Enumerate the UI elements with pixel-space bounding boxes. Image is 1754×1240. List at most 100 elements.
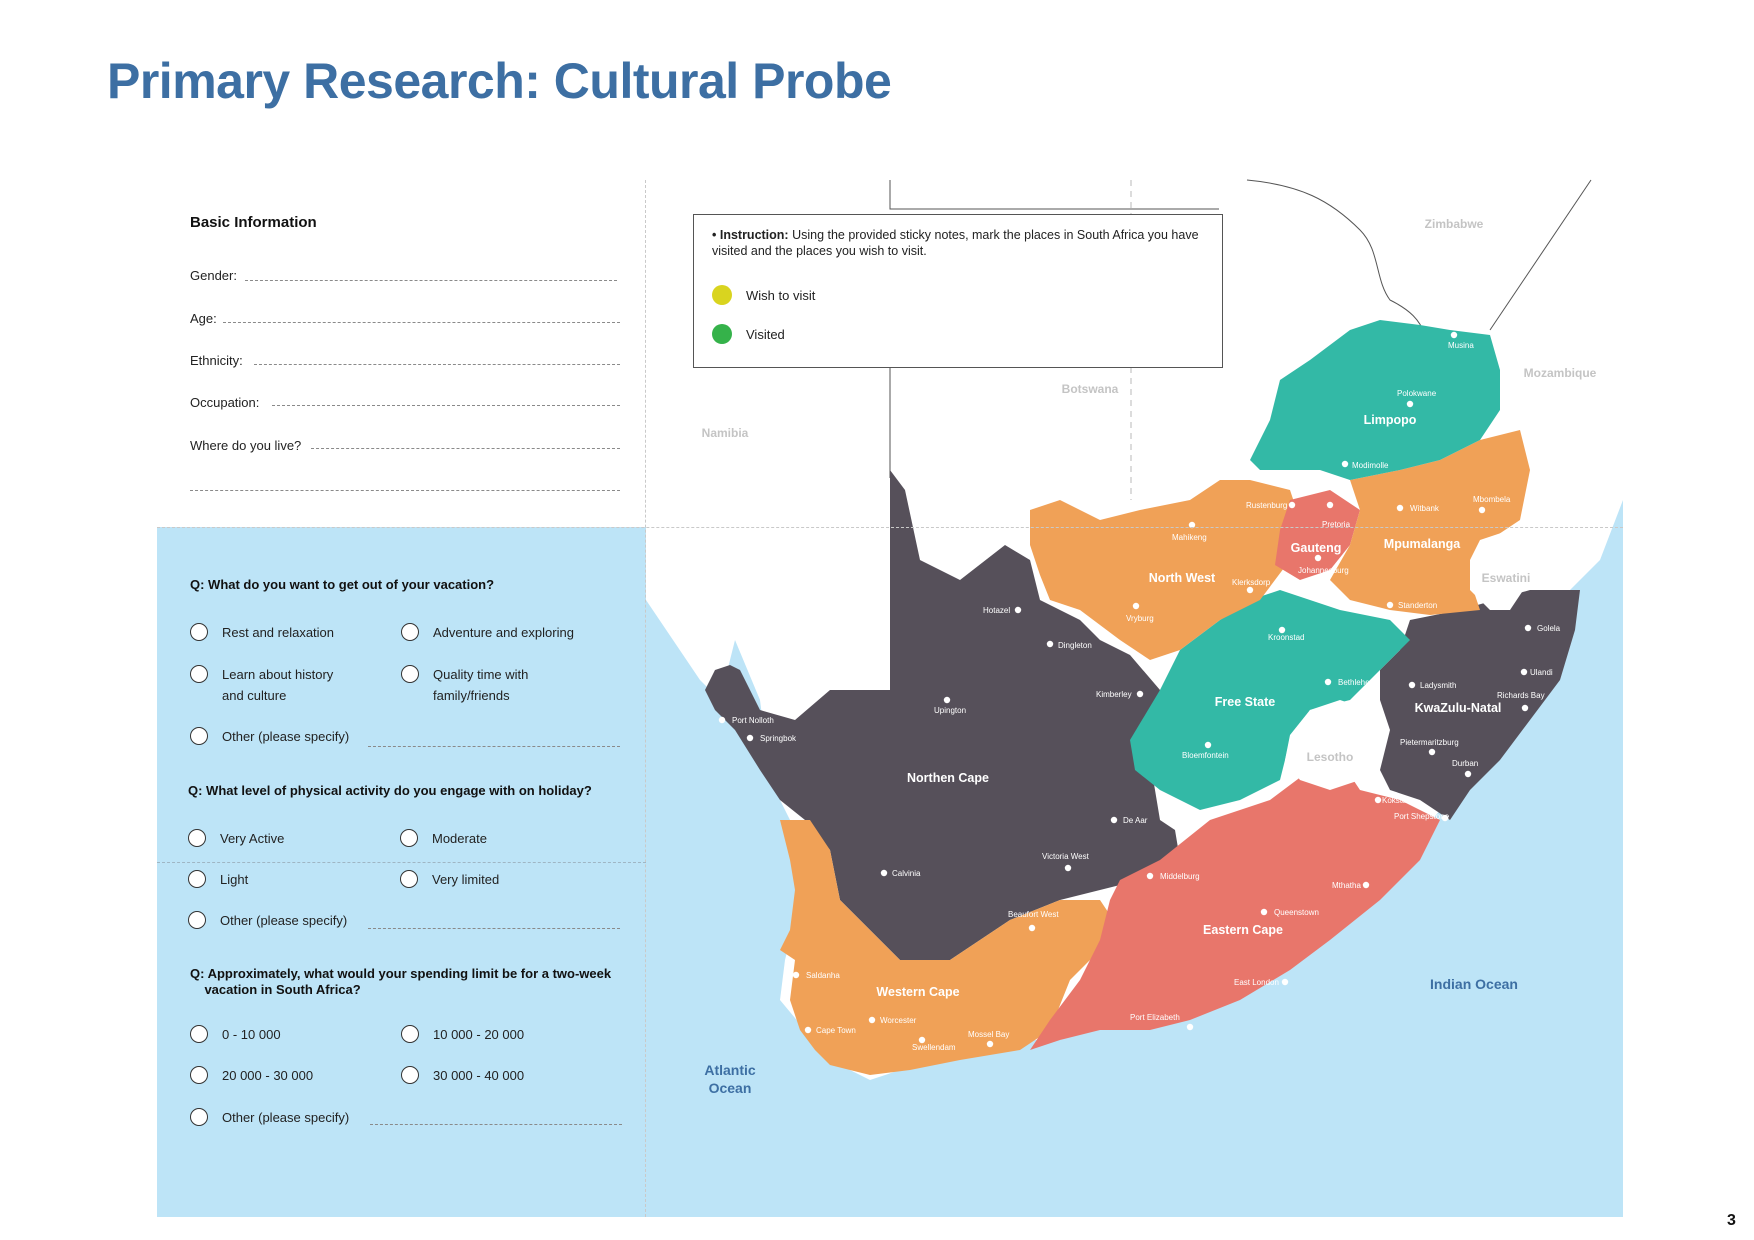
basic-info-heading: Basic Information (190, 214, 317, 231)
town-label: Mthatha (1332, 881, 1361, 890)
town-label: Upington (934, 706, 966, 715)
town-marker (746, 734, 754, 742)
radio-button[interactable] (190, 665, 208, 683)
option-label: Learn about history and culture (222, 667, 334, 703)
instruction-text: • Instruction: Using the provided sticky… (712, 227, 1202, 259)
option-other[interactable]: Other (please specify) (188, 911, 347, 931)
option-label: 30 000 - 40 000 (433, 1068, 525, 1083)
town-marker (1278, 626, 1286, 634)
town-label: Modimolle (1352, 461, 1389, 470)
option-other[interactable]: Other (please specify) (190, 1108, 349, 1128)
town-label: Middelburg (1160, 872, 1200, 881)
option-label: Adventure and exploring (433, 625, 574, 640)
border-namibia-botswana (889, 180, 1219, 210)
province-label: Northen Cape (907, 771, 989, 785)
town-label: Bloemfontein (1182, 751, 1229, 760)
town-label: Standerton (1398, 601, 1437, 610)
where-live-field[interactable] (311, 448, 620, 449)
legend-visited: Visited (712, 324, 785, 344)
option-history[interactable]: Learn about history and culture (190, 665, 333, 706)
town-marker (1188, 521, 1196, 529)
ocean-label-atlantic: Atlantic (704, 1062, 756, 1078)
radio-button[interactable] (400, 829, 418, 847)
town-marker (1464, 770, 1472, 778)
town-label: Saldanha (806, 971, 840, 980)
radio-button[interactable] (190, 1066, 208, 1084)
radio-button[interactable] (188, 829, 206, 847)
town-label: De Aar (1123, 816, 1148, 825)
option-adventure[interactable]: Adventure and exploring (401, 623, 574, 643)
occupation-field[interactable] (272, 405, 620, 406)
radio-button[interactable] (190, 1108, 208, 1126)
town-marker (1046, 640, 1054, 648)
radio-button[interactable] (401, 623, 419, 641)
option-other[interactable]: Other (please specify) (190, 727, 349, 747)
town-marker (1524, 624, 1532, 632)
town-label: Vryburg (1126, 614, 1154, 623)
town-label: Witbank (1410, 504, 1440, 513)
instruction-label: • Instruction: (712, 228, 789, 242)
divider-vertical (645, 180, 646, 1217)
option-very-limited[interactable]: Very limited (400, 870, 499, 890)
other-specify-field[interactable] (368, 746, 620, 747)
town-marker (1324, 678, 1332, 686)
radio-button[interactable] (188, 911, 206, 929)
town-marker (1246, 586, 1254, 594)
question-spending: Q: Approximately, what would your spendi… (190, 966, 612, 997)
option-0-10000[interactable]: 0 - 10 000 (190, 1025, 281, 1045)
other-specify-field[interactable] (368, 928, 620, 929)
radio-button[interactable] (188, 870, 206, 888)
town-marker (880, 869, 888, 877)
town-marker (792, 971, 800, 979)
ethnicity-field[interactable] (254, 364, 620, 365)
town-label: Pretoria (1322, 520, 1351, 529)
town-marker (1326, 501, 1334, 509)
radio-button[interactable] (190, 623, 208, 641)
town-marker (943, 696, 951, 704)
radio-button[interactable] (400, 870, 418, 888)
radio-button[interactable] (190, 1025, 208, 1043)
yellow-dot-icon (712, 285, 732, 305)
where-live-label: Where do you live? (190, 438, 302, 453)
town-label: Mahikeng (1172, 533, 1207, 542)
province-north-west (1030, 480, 1300, 660)
province-northen-cape (705, 470, 1180, 960)
town-label: Musina (1448, 341, 1474, 350)
radio-button[interactable] (401, 1025, 419, 1043)
town-label: Beaufort West (1008, 910, 1059, 919)
town-label: Port Shepstone (1394, 812, 1450, 821)
country-eswatini (1470, 530, 1530, 610)
option-label: 0 - 10 000 (222, 1027, 281, 1042)
occupation-label: Occupation: (190, 395, 260, 410)
address-extra-field[interactable] (190, 490, 620, 491)
option-30000-40000[interactable]: 30 000 - 40 000 (401, 1066, 524, 1086)
radio-button[interactable] (401, 1066, 419, 1084)
option-20000-30000[interactable]: 20 000 - 30 000 (190, 1066, 313, 1086)
option-label: Other (please specify) (222, 1110, 350, 1125)
gender-field[interactable] (245, 280, 617, 281)
option-label: 20 000 - 30 000 (222, 1068, 314, 1083)
radio-button[interactable] (401, 665, 419, 683)
age-label: Age: (190, 311, 217, 326)
other-specify-field[interactable] (370, 1124, 622, 1125)
option-10000-20000[interactable]: 10 000 - 20 000 (401, 1025, 524, 1045)
age-field[interactable] (223, 322, 620, 323)
option-light[interactable]: Light (188, 870, 248, 890)
option-very-active[interactable]: Very Active (188, 829, 284, 849)
option-label: 10 000 - 20 000 (433, 1027, 525, 1042)
province-limpopo (1250, 320, 1500, 480)
town-label: Cape Town (816, 1026, 856, 1035)
town-marker (1028, 924, 1036, 932)
town-label: Springbok (760, 734, 797, 743)
town-marker (1478, 506, 1486, 514)
option-quality-time[interactable]: Quality time with family/friends (401, 665, 528, 706)
option-rest[interactable]: Rest and relaxation (190, 623, 334, 643)
town-marker (1260, 908, 1268, 916)
option-label: Very Active (220, 831, 285, 846)
town-marker (1314, 554, 1322, 562)
town-label: Queenstown (1274, 908, 1319, 917)
option-label: Very limited (432, 872, 500, 887)
radio-button[interactable] (190, 727, 208, 745)
country-label: Botswana (1062, 382, 1119, 396)
option-moderate[interactable]: Moderate (400, 829, 487, 849)
